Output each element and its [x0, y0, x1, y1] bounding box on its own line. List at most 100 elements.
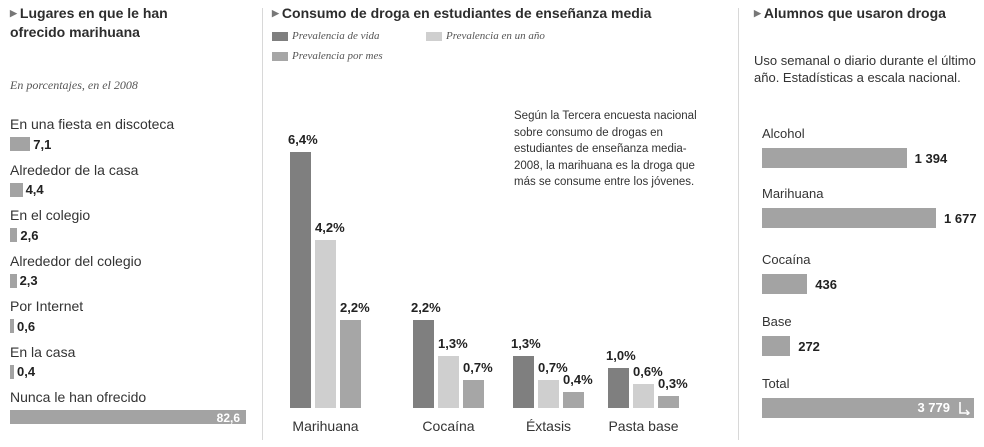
data-label: 1,3%	[511, 336, 541, 351]
bar-row: 2,6	[10, 227, 39, 243]
category-label: Cocaína	[762, 252, 811, 267]
bar	[10, 319, 14, 333]
bar-row: 4,4	[10, 182, 44, 198]
bar-row: 1 677	[762, 208, 977, 228]
legend-item-mes: Prevalencia por mes	[272, 50, 383, 62]
data-label: 4,2%	[315, 220, 345, 235]
bar	[10, 228, 18, 242]
divider	[738, 8, 739, 440]
bar	[762, 148, 907, 168]
panel-title: ▶ Alumnos que usaron droga	[754, 4, 946, 23]
category-label: En una fiesta en discoteca	[10, 116, 175, 132]
legend-item-vida: Prevalencia de vida	[272, 30, 380, 42]
bar-row: 7,1	[10, 136, 51, 152]
legend-label: Prevalencia por mes	[292, 50, 383, 62]
title-line-1: Lugares en que le han	[19, 5, 168, 21]
data-label: 6,4%	[288, 132, 318, 147]
value-label: 436	[815, 276, 837, 292]
value-label: 0,6	[17, 318, 36, 334]
annotation-note: Según la Tercera encuesta nacional sobre…	[514, 110, 697, 188]
legend-item-ano: Prevalencia en un año	[426, 30, 545, 42]
bar: 82,6	[10, 410, 246, 425]
category-label: Total	[762, 376, 790, 391]
grouped-bar-chart: 6,4% 4,2% 2,2% Marihuana 2,2% 1,3% 0,7% Cocaína…	[288, 132, 688, 434]
category-label: Marihuana	[292, 418, 358, 434]
value-label: 272	[798, 338, 820, 354]
bar: 3 779	[762, 398, 974, 418]
bar	[290, 152, 311, 408]
data-label: 1,0%	[606, 348, 636, 363]
category-label: En el colegio	[10, 207, 91, 223]
category-label: Alrededor de la casa	[10, 161, 139, 178]
bar-row: 1 394	[762, 148, 947, 168]
bar	[762, 208, 937, 228]
category-label: Alrededor del colegio	[10, 252, 142, 269]
category-label: Nunca le han ofrecido	[10, 389, 147, 405]
data-label: 0,3%	[658, 376, 688, 391]
panel-alumnos: ▶ Alumnos que usaron droga Uso semanal o …	[742, 0, 984, 447]
panel-subtitle: En porcentajes, en el 2008	[10, 78, 138, 92]
corner-arrow-icon	[959, 402, 970, 415]
bar	[762, 274, 808, 294]
data-label: 2,2%	[340, 300, 370, 315]
value-label: 2,3	[19, 273, 38, 288]
value-label: 1 677	[944, 210, 977, 226]
title-text: Consumo de droga en estudiantes de enseñ…	[281, 5, 652, 21]
bar	[463, 380, 484, 408]
bar-row: 436	[762, 274, 837, 294]
title-line-2: ofrecido marihuana	[10, 24, 140, 40]
value-label: 0,4	[17, 364, 36, 379]
triangle-bullet-icon: ▶	[754, 8, 761, 18]
category-label: Alcohol	[762, 126, 805, 141]
value-label: 82,6	[216, 411, 240, 425]
legend-label: Prevalencia en un año	[446, 30, 545, 42]
bar	[10, 182, 23, 197]
bar	[513, 356, 534, 408]
triangle-bullet-icon: ▶	[272, 8, 279, 18]
panel-title: ▶ Consumo de droga en estudiantes de ense…	[272, 4, 651, 23]
category-label: Por Internet	[10, 298, 84, 314]
bar	[563, 392, 584, 408]
bar-row: 0,4	[10, 364, 35, 380]
panel-description: Uso semanal o diario durante el último a…	[754, 53, 976, 85]
bar	[413, 320, 434, 408]
category-label: Éxtasis	[526, 418, 571, 434]
bar-row: 3 779	[762, 398, 974, 418]
legend-swatch	[272, 31, 288, 41]
category-label: Base	[762, 314, 792, 329]
bar	[438, 356, 459, 408]
triangle-bullet-icon: ▶	[10, 8, 17, 18]
bar	[633, 384, 654, 408]
bar	[10, 364, 14, 379]
panel-title: ▶ Lugares en que le han ofrecido marihuan…	[10, 4, 168, 42]
bar	[315, 240, 336, 408]
category-label: Pasta base	[608, 418, 678, 434]
bar-row: 82,6	[10, 409, 246, 425]
legend-label: Prevalencia de vida	[292, 30, 380, 42]
bar	[10, 137, 31, 151]
value-label: 7,1	[33, 136, 52, 152]
value-label: 4,4	[25, 182, 44, 197]
bar	[340, 320, 361, 408]
data-label: 0,7%	[538, 360, 568, 375]
panel-lugares: ▶ Lugares en que le han ofrecido marihuan…	[0, 0, 262, 447]
value-label: 1 394	[914, 150, 948, 166]
category-label: Cocaína	[422, 418, 474, 434]
data-label: 2,2%	[411, 300, 441, 315]
bar-row: 272	[762, 336, 820, 356]
panel-consumo: ▶ Consumo de droga en estudiantes de ense…	[266, 0, 736, 447]
bar	[608, 368, 629, 408]
value-label: 3 779	[917, 400, 950, 415]
data-label: 0,7%	[463, 360, 493, 375]
legend-swatch	[426, 31, 442, 41]
bar	[762, 336, 791, 356]
category-label: En la casa	[10, 343, 76, 360]
data-label: 0,4%	[563, 372, 593, 387]
bar-row: 0,6	[10, 318, 35, 334]
bar	[538, 380, 559, 408]
bar	[10, 273, 17, 288]
bar-row: 2,3	[10, 273, 38, 289]
category-label: Marihuana	[762, 186, 824, 201]
title-text: Alumnos que usaron droga	[763, 5, 946, 21]
data-label: 1,3%	[438, 336, 468, 351]
